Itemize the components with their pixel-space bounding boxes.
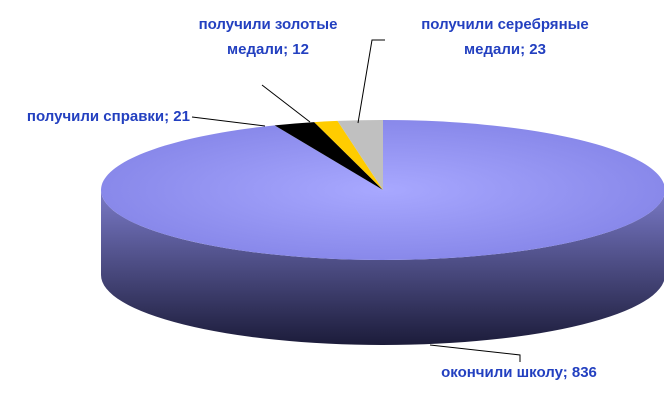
pie-side: [101, 190, 664, 345]
leader-line: [261, 84, 311, 123]
pie-sides: [101, 190, 664, 345]
leader-line: [357, 39, 385, 124]
pie-top: [101, 120, 664, 260]
labels: окончили школу; 836 получили справки; 21 п…: [27, 16, 597, 381]
leader-line: [191, 116, 266, 127]
data-label: медали; 12: [227, 41, 309, 58]
data-label: медали; 23: [464, 41, 546, 58]
data-label: получили серебряные: [421, 16, 589, 33]
pie-slice: [274, 122, 383, 190]
pie-slice: [101, 120, 664, 260]
data-label: получили справки; 21: [27, 108, 190, 125]
pie-slice: [337, 120, 383, 190]
pie-slice: [314, 120, 383, 190]
leader-line: [429, 344, 521, 362]
data-label: получили золотые: [199, 16, 338, 33]
data-label: окончили школу; 836: [441, 364, 597, 381]
